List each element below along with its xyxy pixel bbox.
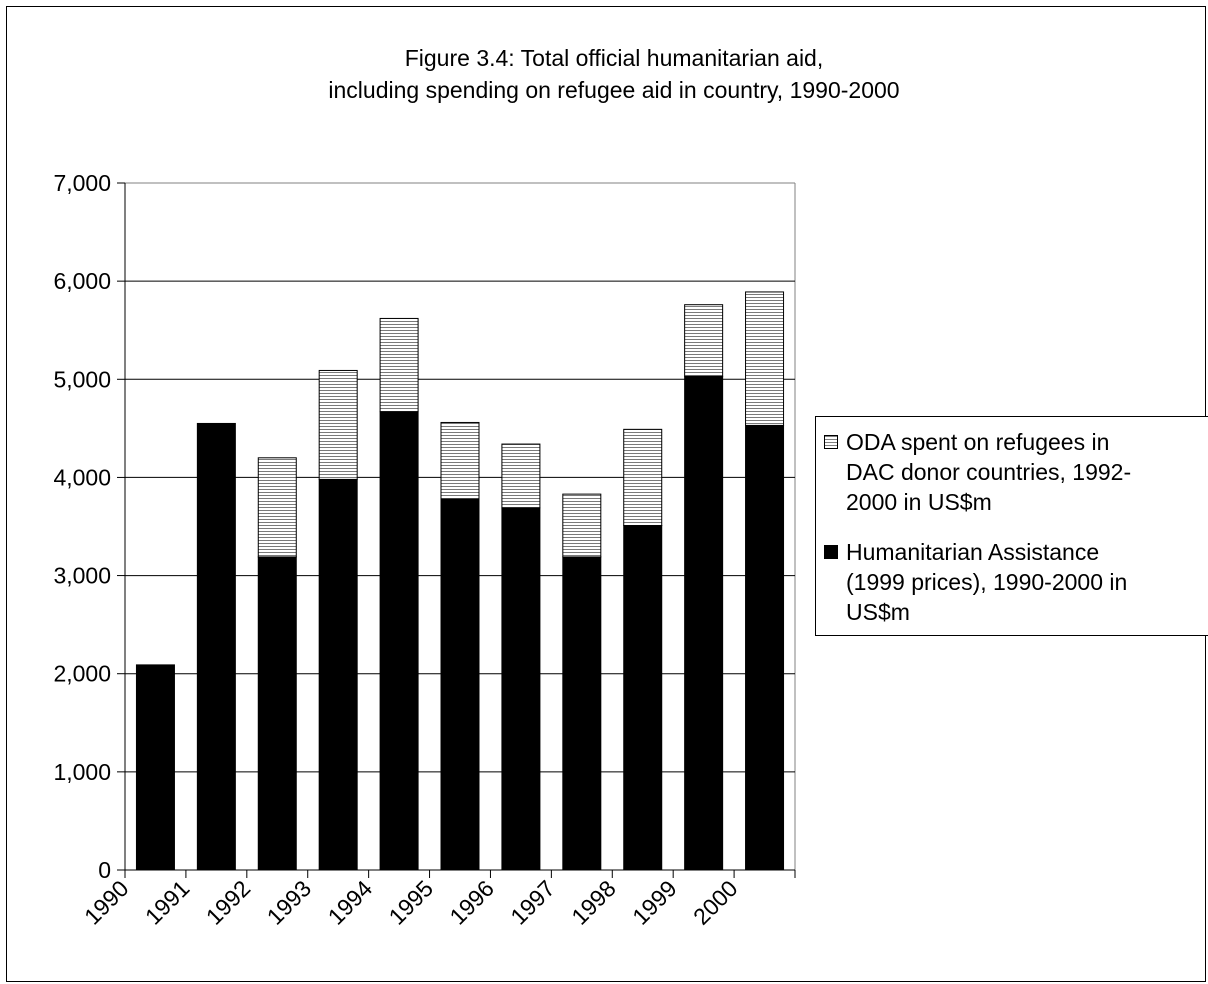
bar-humanitarian [623,525,663,871]
bar-humanitarian [196,422,236,871]
x-tick-label: 1998 [566,875,621,930]
legend-label-refugees: ODA spent on refugees in DAC donor count… [846,429,1132,515]
bar-humanitarian [440,498,480,871]
y-tick-label: 5,000 [53,366,111,392]
bar-refugees [562,493,602,558]
chart-legend: ODA spent on refugees in DAC donor count… [815,416,1208,636]
bar-humanitarian [562,556,602,871]
bar-humanitarian [745,424,785,871]
legend-swatch-refugees [824,435,838,449]
plot-area: 0 1,000 2,000 3,000 4,000 5,000 6,000 7,000 1990… [53,170,796,930]
x-tick-label: 1999 [627,875,682,930]
y-tick-label: 6,000 [53,268,111,294]
x-tick-label: 2000 [688,875,743,930]
x-tick-label: 1996 [444,875,499,930]
bar-humanitarian [684,375,724,871]
bar-refugees [684,304,724,377]
chart-title-line-2: including spending on refugee aid in cou… [328,77,900,103]
x-tick-label: 1990 [79,875,134,930]
chart-title: Figure 3.4: Total official humanitarian … [0,42,1208,106]
bar-refugees [745,291,785,426]
bar-humanitarian [501,507,541,871]
legend-label-humanitarian: Humanitarian Assistance (1999 prices), 1… [846,539,1128,625]
x-tick-label: 1997 [505,875,560,930]
bar-humanitarian [135,664,175,871]
y-tick-label: 2,000 [53,661,111,687]
bar-humanitarian [318,478,358,871]
bar-refugees [318,369,358,480]
bar-humanitarian [257,556,297,871]
y-tick-label: 4,000 [53,464,111,490]
bar-refugees [440,421,480,500]
x-tick-label: 1995 [384,875,439,930]
bar-refugees [501,443,541,509]
y-tick-label: 3,000 [53,563,111,589]
bar-refugees [257,457,297,558]
legend-swatch-humanitarian [824,545,838,559]
bar-refugees [379,317,419,413]
x-tick-label: 1993 [262,875,317,930]
y-tick-label: 7,000 [53,170,111,196]
y-tick-label: 1,000 [53,759,111,785]
x-tick-label: 1991 [140,875,195,930]
y-tick-label: 0 [98,857,111,883]
x-tick-label: 1994 [323,875,378,930]
chart-title-line-1: Figure 3.4: Total official humanitarian … [404,45,824,71]
bar-refugees [623,428,663,527]
x-tick-label: 1992 [201,875,256,930]
bar-humanitarian [379,411,419,871]
